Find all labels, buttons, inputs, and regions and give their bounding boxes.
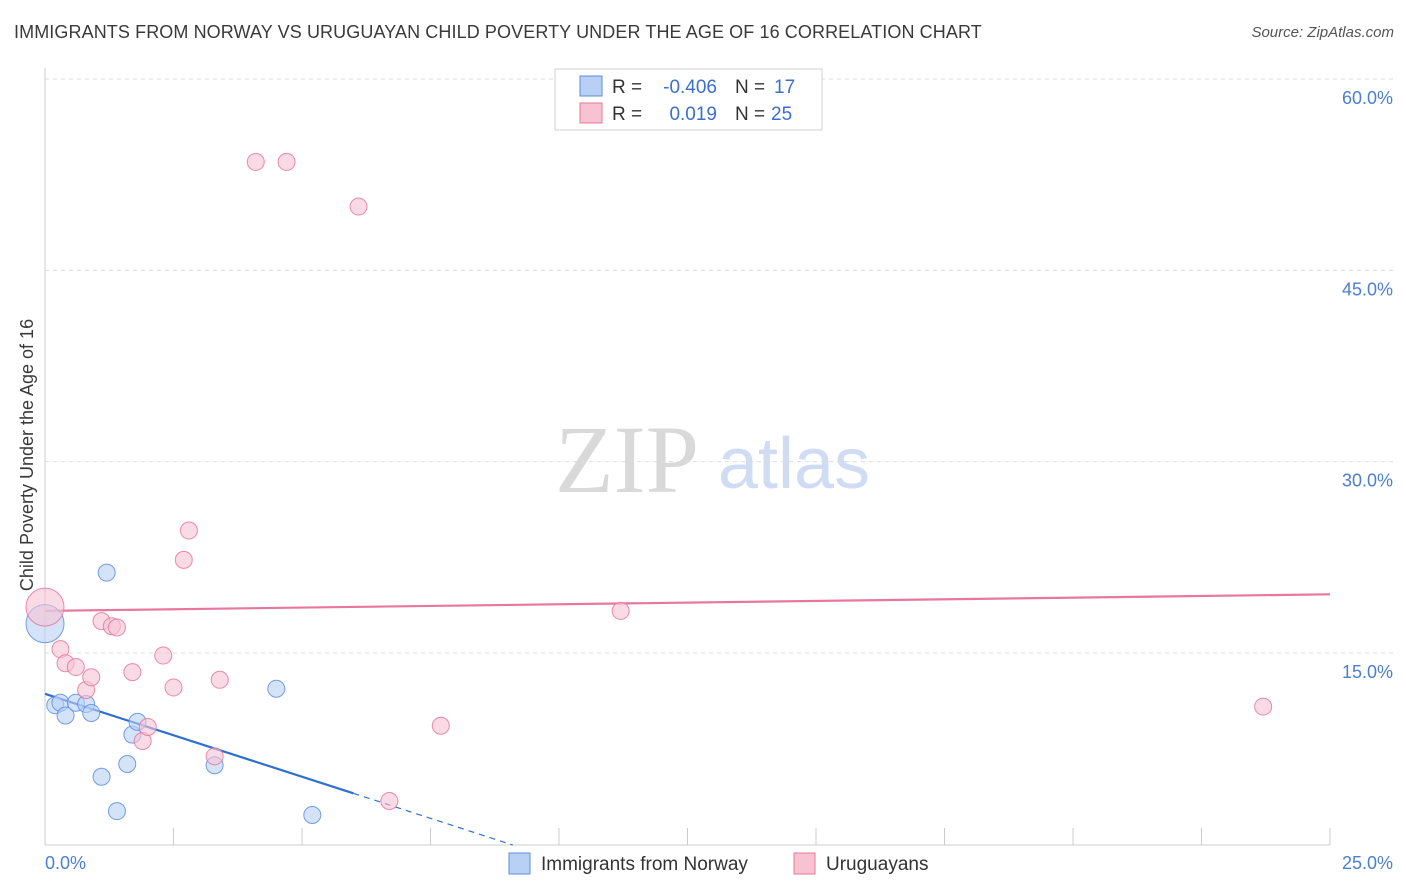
legend-r-label-2: R =	[612, 104, 642, 125]
point-series0-9	[107, 802, 126, 821]
point-series0-14	[267, 679, 286, 698]
y-tick-label-1: 30.0%	[1342, 471, 1393, 491]
bottom-legend-uruguayans: Uruguayans	[826, 854, 928, 875]
legend-n-value-1: 17	[774, 77, 795, 98]
watermark-zip: ZIP	[555, 406, 699, 513]
point-series1-15	[179, 521, 198, 540]
correlation-legend: R = -0.406 N = 17 R = 0.019 N = 25	[554, 68, 823, 131]
series-legend: Immigrants from Norway Uruguayans	[508, 852, 928, 875]
point-series1-13	[164, 678, 183, 697]
point-series0-8	[97, 563, 116, 582]
trend-lines	[44, 593, 1331, 846]
data-points	[25, 152, 1273, 824]
point-series0-3	[56, 706, 75, 725]
point-series1-9	[123, 663, 142, 682]
trend-line-series1	[44, 593, 1331, 613]
point-series0-6	[82, 703, 101, 722]
point-series0-15	[303, 805, 322, 824]
legend-swatch-uruguayans	[579, 102, 603, 124]
y-tick-labels: 15.0% 30.0% 45.0% 60.0%	[1342, 88, 1393, 682]
x-tick-labels: 0.0% 25.0%	[45, 853, 1393, 873]
y-axis-label: Child Poverty Under the Age of 16	[17, 319, 37, 591]
source-label: Source: ZipAtlas.com	[1251, 24, 1394, 41]
legend-swatch-norway	[579, 75, 603, 97]
legend-n-label-1: N =	[735, 77, 765, 98]
point-series1-3	[66, 658, 85, 677]
point-series1-24	[1254, 697, 1273, 716]
point-series0-7	[92, 767, 111, 786]
point-series1-5	[82, 668, 101, 687]
bottom-legend-norway: Immigrants from Norway	[541, 854, 748, 875]
bottom-legend-swatch-norway	[508, 852, 531, 875]
point-series1-11	[138, 717, 157, 736]
point-series1-23	[611, 601, 630, 620]
point-series1-12	[154, 646, 173, 665]
point-series1-0	[25, 587, 65, 627]
point-series1-8	[107, 618, 126, 637]
legend-r-value-1: -0.406	[663, 77, 717, 98]
point-series1-16	[205, 747, 224, 766]
point-series1-19	[277, 152, 296, 171]
bottom-legend-swatch-uruguayans	[793, 852, 816, 875]
point-series1-14	[174, 550, 193, 569]
x-tick-label-0: 0.0%	[45, 853, 86, 873]
axes	[44, 68, 1331, 846]
legend-n-label-2: N =	[735, 104, 765, 125]
y-tick-label-0: 15.0%	[1342, 662, 1393, 682]
point-series1-22	[431, 716, 450, 735]
y-tick-label-3: 60.0%	[1342, 88, 1393, 108]
watermark-atlas: atlas	[718, 424, 870, 504]
x-tick-label-1: 25.0%	[1342, 853, 1393, 873]
point-series1-18	[246, 152, 265, 171]
legend-n-value-2: 25	[771, 104, 792, 125]
y-tick-label-2: 45.0%	[1342, 279, 1393, 299]
chart-title: IMMIGRANTS FROM NORWAY VS URUGUAYAN CHIL…	[14, 22, 982, 42]
point-series1-20	[349, 197, 368, 216]
point-series1-21	[380, 791, 399, 810]
legend-r-value-2: 0.019	[669, 104, 717, 125]
trend-line-extension-series0	[353, 792, 513, 846]
legend-r-label-1: R =	[612, 77, 642, 98]
point-series0-10	[118, 754, 137, 773]
point-series1-17	[210, 670, 229, 689]
